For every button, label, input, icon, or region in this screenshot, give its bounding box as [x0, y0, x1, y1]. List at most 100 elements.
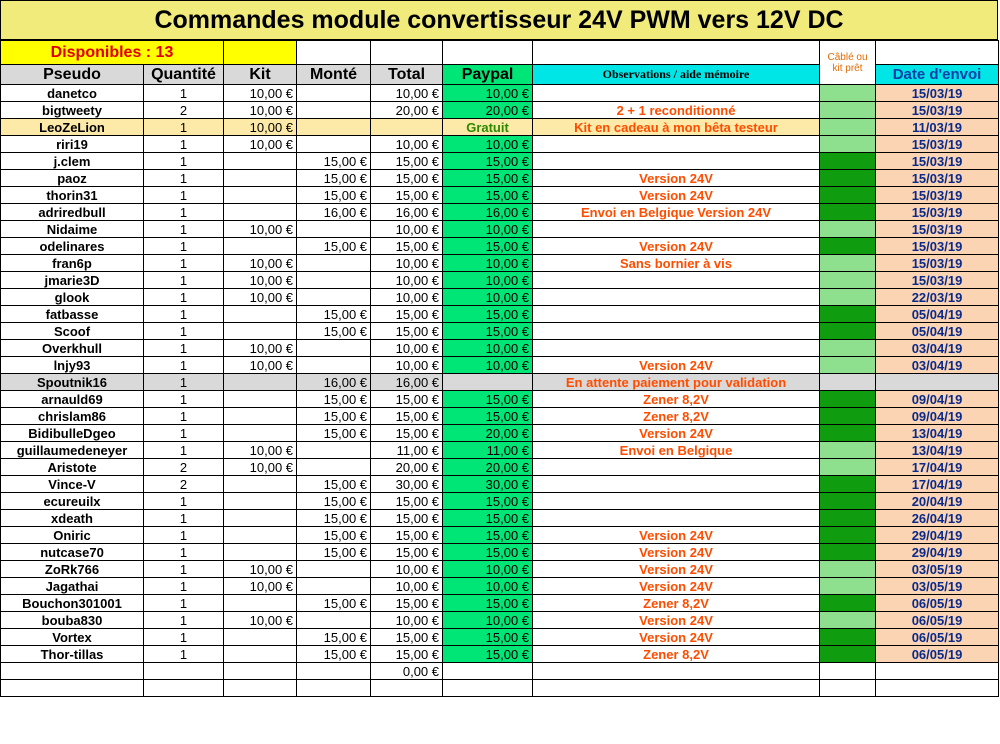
paypal-cell[interactable]: 16,00 €	[442, 203, 534, 221]
footer-total[interactable]: 0,00 €	[370, 662, 444, 680]
empty-cell[interactable]	[819, 662, 877, 680]
monte-cell[interactable]: 15,00 €	[296, 169, 372, 187]
total-cell[interactable]: 15,00 €	[370, 322, 444, 340]
date-cell[interactable]: 15/03/19	[875, 237, 1000, 255]
kit-cell[interactable]	[223, 645, 298, 663]
cable-status-cell[interactable]	[819, 492, 877, 510]
pseudo-cell[interactable]: arnauld69	[0, 390, 144, 408]
total-cell[interactable]: 20,00 €	[370, 458, 444, 476]
total-cell[interactable]: 15,00 €	[370, 526, 444, 544]
paypal-cell[interactable]: 10,00 €	[442, 84, 534, 102]
pseudo-cell[interactable]: bigtweety	[0, 101, 144, 119]
pseudo-cell[interactable]: Overkhull	[0, 339, 144, 357]
paypal-cell[interactable]: 20,00 €	[442, 458, 534, 476]
empty-cell[interactable]	[370, 40, 444, 65]
paypal-cell[interactable]: Gratuit	[442, 118, 534, 136]
cable-status-cell[interactable]	[819, 390, 877, 408]
empty-cell[interactable]	[875, 679, 1000, 697]
empty-cell[interactable]	[296, 679, 372, 697]
quantity-cell[interactable]: 1	[142, 390, 225, 408]
header-pseudo[interactable]: Pseudo	[0, 64, 144, 85]
observation-cell[interactable]	[532, 305, 821, 323]
date-cell[interactable]: 15/03/19	[875, 271, 1000, 289]
pseudo-cell[interactable]: paoz	[0, 169, 144, 187]
kit-cell[interactable]	[223, 186, 298, 204]
monte-cell[interactable]: 15,00 €	[296, 628, 372, 646]
cable-status-cell[interactable]	[819, 373, 877, 391]
observation-cell[interactable]: Envoi en Belgique	[532, 441, 821, 459]
pseudo-cell[interactable]: nutcase70	[0, 543, 144, 561]
pseudo-cell[interactable]: Scoof	[0, 322, 144, 340]
observation-cell[interactable]	[532, 339, 821, 357]
total-cell[interactable]: 15,00 €	[370, 169, 444, 187]
empty-cell[interactable]	[142, 662, 225, 680]
quantity-cell[interactable]: 1	[142, 237, 225, 255]
cable-status-cell[interactable]	[819, 288, 877, 306]
pseudo-cell[interactable]: Vince-V	[0, 475, 144, 493]
quantity-cell[interactable]: 1	[142, 339, 225, 357]
cable-status-cell[interactable]	[819, 628, 877, 646]
header-date[interactable]: Date d'envoi	[875, 64, 1000, 85]
quantity-cell[interactable]: 1	[142, 135, 225, 153]
kit-cell[interactable]: 10,00 €	[223, 254, 298, 272]
available-count[interactable]: Disponibles : 13	[0, 40, 225, 65]
total-cell[interactable]: 16,00 €	[370, 373, 444, 391]
date-cell[interactable]: 03/04/19	[875, 339, 1000, 357]
quantity-cell[interactable]: 1	[142, 203, 225, 221]
empty-cell[interactable]	[0, 679, 144, 697]
pseudo-cell[interactable]: chrislam86	[0, 407, 144, 425]
observation-cell[interactable]	[532, 271, 821, 289]
monte-cell[interactable]: 15,00 €	[296, 322, 372, 340]
empty-cell[interactable]	[819, 679, 877, 697]
pseudo-cell[interactable]: lnjy93	[0, 356, 144, 374]
cable-status-cell[interactable]	[819, 594, 877, 612]
kit-cell[interactable]: 10,00 €	[223, 560, 298, 578]
kit-cell[interactable]: 10,00 €	[223, 458, 298, 476]
date-cell[interactable]: 15/03/19	[875, 186, 1000, 204]
monte-cell[interactable]: 16,00 €	[296, 373, 372, 391]
paypal-cell[interactable]: 15,00 €	[442, 543, 534, 561]
kit-cell[interactable]	[223, 373, 298, 391]
pseudo-cell[interactable]: Nidaime	[0, 220, 144, 238]
date-cell[interactable]: 03/05/19	[875, 577, 1000, 595]
kit-cell[interactable]	[223, 509, 298, 527]
monte-cell[interactable]: 15,00 €	[296, 305, 372, 323]
cable-status-cell[interactable]	[819, 509, 877, 527]
observation-cell[interactable]	[532, 84, 821, 102]
kit-cell[interactable]: 10,00 €	[223, 577, 298, 595]
quantity-cell[interactable]: 1	[142, 628, 225, 646]
cable-status-cell[interactable]	[819, 135, 877, 153]
pseudo-cell[interactable]: fran6p	[0, 254, 144, 272]
date-cell[interactable]: 15/03/19	[875, 135, 1000, 153]
monte-cell[interactable]	[296, 458, 372, 476]
total-cell[interactable]: 15,00 €	[370, 543, 444, 561]
total-cell[interactable]: 15,00 €	[370, 594, 444, 612]
observation-cell[interactable]	[532, 322, 821, 340]
header-observations[interactable]: Observations / aide mémoire	[532, 64, 821, 85]
observation-cell[interactable]: Version 24V	[532, 543, 821, 561]
date-cell[interactable]: 20/04/19	[875, 492, 1000, 510]
total-cell[interactable]: 20,00 €	[370, 101, 444, 119]
observation-cell[interactable]: Version 24V	[532, 628, 821, 646]
cable-status-cell[interactable]	[819, 475, 877, 493]
kit-cell[interactable]: 10,00 €	[223, 84, 298, 102]
monte-cell[interactable]	[296, 84, 372, 102]
total-cell[interactable]: 15,00 €	[370, 390, 444, 408]
observation-cell[interactable]	[532, 220, 821, 238]
quantity-cell[interactable]: 1	[142, 305, 225, 323]
paypal-cell[interactable]: 15,00 €	[442, 186, 534, 204]
pseudo-cell[interactable]: Vortex	[0, 628, 144, 646]
empty-cell[interactable]	[442, 662, 534, 680]
kit-cell[interactable]: 10,00 €	[223, 288, 298, 306]
total-cell[interactable]: 10,00 €	[370, 135, 444, 153]
pseudo-cell[interactable]: jmarie3D	[0, 271, 144, 289]
kit-cell[interactable]: 10,00 €	[223, 135, 298, 153]
date-cell[interactable]: 15/03/19	[875, 169, 1000, 187]
kit-cell[interactable]: 10,00 €	[223, 441, 298, 459]
kit-cell[interactable]	[223, 543, 298, 561]
pseudo-cell[interactable]: danetco	[0, 84, 144, 102]
pseudo-cell[interactable]: bouba830	[0, 611, 144, 629]
total-cell[interactable]: 15,00 €	[370, 509, 444, 527]
date-cell[interactable]: 17/04/19	[875, 475, 1000, 493]
kit-cell[interactable]	[223, 169, 298, 187]
